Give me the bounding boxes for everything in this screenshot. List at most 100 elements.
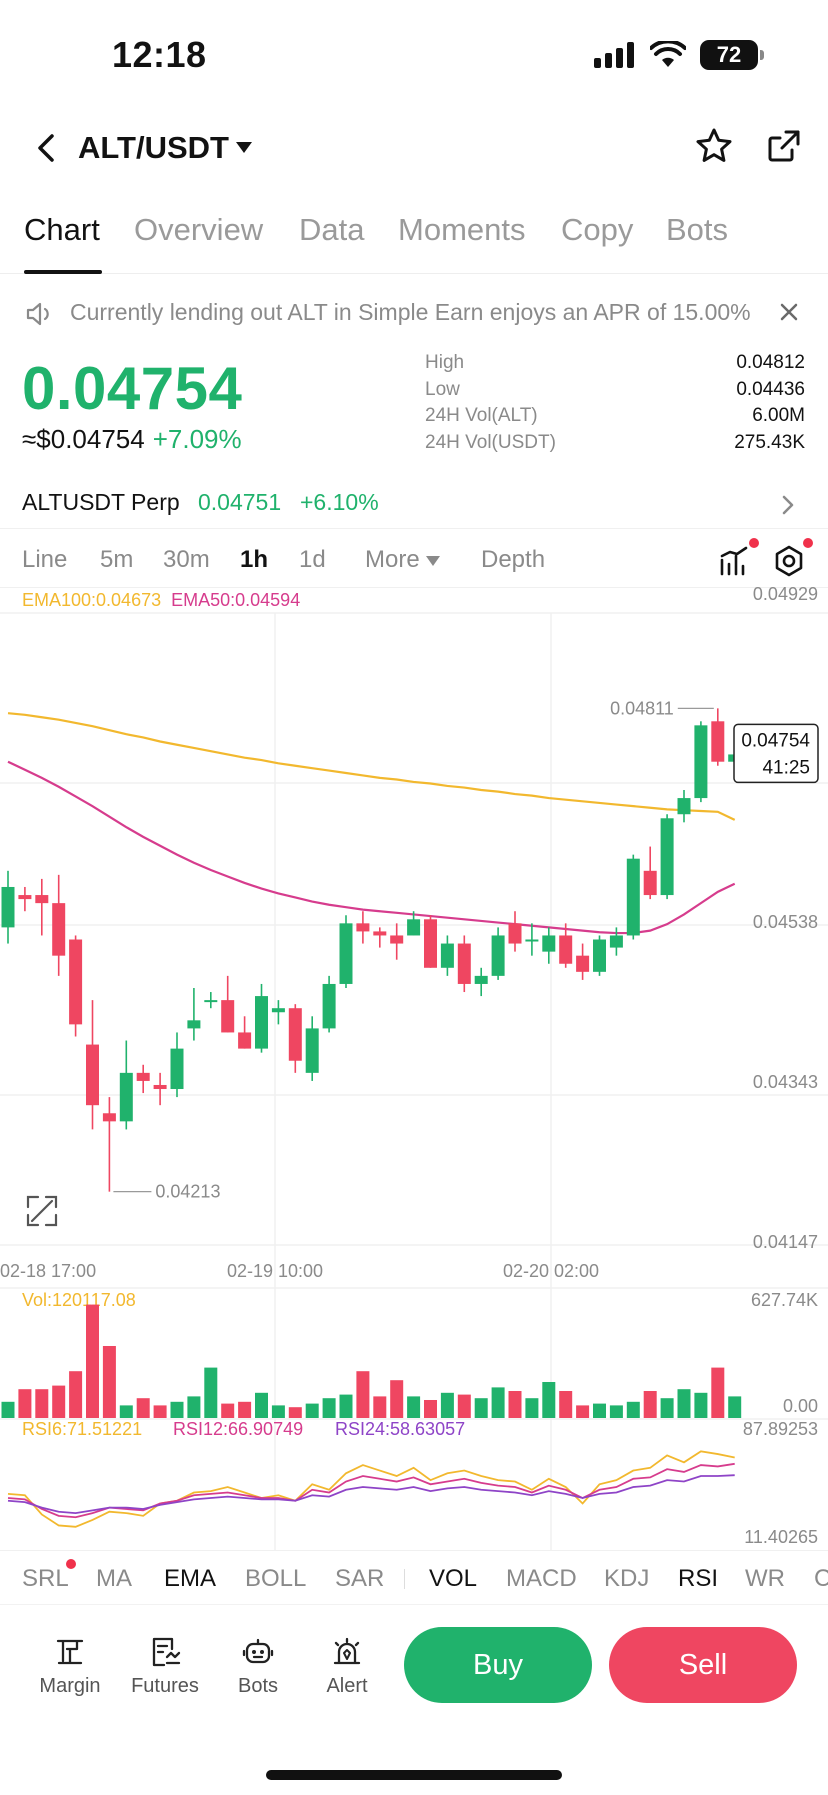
status-bar: 12:18 72	[0, 0, 828, 110]
share-icon[interactable]	[764, 126, 804, 166]
candle-body	[102, 1113, 116, 1122]
candle-body	[373, 931, 387, 936]
nav-futures[interactable]: Futures	[125, 1635, 205, 1698]
candlestick-chart[interactable]: 0.04929 0.04538 0.04343 0.04147 0.04811 0.042…	[0, 585, 828, 1550]
buy-button[interactable]: Buy	[404, 1627, 592, 1703]
candle-body	[711, 721, 725, 762]
caret-down-icon	[425, 555, 440, 566]
volume-bar	[288, 1407, 302, 1418]
tab-data[interactable]: Data	[299, 212, 365, 247]
indicator-sar[interactable]: SAR	[335, 1565, 385, 1592]
candle-body	[238, 1032, 252, 1049]
indicator-vol[interactable]: VOL	[429, 1565, 478, 1592]
candle-body	[474, 975, 488, 984]
candle-body	[407, 919, 421, 936]
stat-label: 24H Vol(ALT)	[425, 405, 538, 426]
drawing-tools-icon[interactable]	[718, 544, 752, 578]
indicator-bar: SRL MA EMA BOLL SAR VOL MACD KDJ RSI WR …	[0, 1550, 828, 1604]
interval-5m[interactable]: 5m	[100, 546, 134, 573]
interval-1h[interactable]: 1h	[240, 546, 269, 573]
pair-dropdown-icon[interactable]	[236, 142, 252, 153]
candle-body	[576, 955, 590, 972]
stat-label: High	[425, 352, 465, 373]
volume-bar	[35, 1389, 49, 1418]
notification-dot	[749, 538, 759, 548]
stat-label: Low	[425, 378, 460, 400]
pair-title[interactable]: ALT/USDT	[78, 130, 229, 165]
volume-bar	[52, 1385, 66, 1418]
rsi6-line	[7, 1450, 735, 1528]
candle-body	[694, 725, 708, 799]
volume-bar	[136, 1398, 150, 1418]
indicator-rsi[interactable]: RSI	[678, 1565, 719, 1592]
tab-overview[interactable]: Overview	[134, 212, 264, 247]
volume-bar	[508, 1390, 522, 1418]
ema50-line	[7, 760, 736, 935]
candle-body	[508, 923, 522, 944]
candle-body	[424, 919, 437, 968]
volume-bar	[440, 1392, 454, 1418]
rsi-min-label: 11.40265	[744, 1527, 818, 1547]
indicator-boll[interactable]: BOLL	[245, 1565, 307, 1592]
volume-bar	[390, 1380, 404, 1418]
ema100-line	[7, 712, 736, 821]
perp-change: +6.10%	[300, 489, 379, 515]
volume-bar	[255, 1392, 268, 1418]
nav-alert[interactable]: Alert	[307, 1635, 387, 1698]
notice-text: Currently lending out ALT in Simple Earn…	[70, 299, 751, 325]
bottom-action-bar: Margin Futures Bots Alert Buy Sell	[0, 1604, 828, 1724]
rsi-legend: RSI24:58.63057	[335, 1419, 465, 1439]
stat-row-high: High 0.04812	[425, 352, 805, 379]
indicator-wr[interactable]: WR	[745, 1565, 785, 1592]
earn-notice[interactable]: Currently lending out ALT in Simple Earn…	[0, 287, 828, 339]
tab-copy[interactable]: Copy	[561, 212, 634, 247]
y-axis-tick-label: 0.04147	[753, 1232, 818, 1252]
countdown-label: 41:25	[762, 757, 810, 778]
interval-1d[interactable]: 1d	[299, 546, 326, 573]
volume-bar	[339, 1394, 353, 1418]
tab-chart[interactable]: Chart	[24, 212, 100, 247]
volume-bar	[305, 1403, 319, 1418]
indicator-c[interactable]: C	[814, 1565, 828, 1592]
interval-more[interactable]: More	[365, 546, 440, 574]
interval-30m[interactable]: 30m	[163, 546, 210, 573]
notification-dot	[66, 1559, 76, 1569]
interval-line[interactable]: Line	[22, 546, 68, 573]
stat-value: 0.04436	[736, 378, 805, 400]
rsi12-line	[7, 1462, 735, 1519]
favorite-star-icon[interactable]	[694, 126, 734, 166]
volume-bar	[356, 1371, 370, 1418]
perp-link-row[interactable]: ALTUSDT Perp 0.04751 +6.10%	[0, 483, 828, 529]
main-tabs: Chart Overview Data Moments Copy Bots	[0, 208, 828, 274]
volume-bar	[18, 1389, 32, 1418]
notification-dot	[803, 538, 813, 548]
volume-bar	[694, 1392, 708, 1418]
indicator-ma[interactable]: MA	[96, 1565, 132, 1592]
current-price-label: 0.04754	[741, 730, 810, 751]
candle-body	[677, 798, 691, 815]
settings-icon[interactable]	[772, 544, 806, 578]
nav-bots[interactable]: Bots	[218, 1635, 298, 1698]
tab-moments[interactable]: Moments	[398, 212, 526, 247]
interval-depth[interactable]: Depth	[481, 546, 546, 573]
indicator-macd[interactable]: MACD	[506, 1565, 577, 1592]
fiat-price: ≈$0.04754 +7.09%	[22, 424, 242, 455]
close-icon[interactable]	[776, 299, 802, 325]
back-arrow-icon[interactable]	[28, 128, 68, 168]
volume-bar	[170, 1401, 184, 1418]
candle-body	[542, 935, 556, 952]
sell-button[interactable]: Sell	[609, 1627, 797, 1703]
perp-price: 0.04751	[198, 489, 282, 515]
candle-body	[457, 943, 471, 984]
candle-body	[255, 996, 268, 1049]
indicator-kdj[interactable]: KDJ	[604, 1565, 650, 1592]
candle-body	[609, 935, 623, 948]
indicator-srl[interactable]: SRL	[22, 1565, 69, 1592]
candle-body	[271, 1008, 285, 1013]
indicator-ema[interactable]: EMA	[164, 1565, 217, 1592]
interval-bar: Line 5m 30m 1h 1d More Depth	[0, 538, 828, 588]
tab-bots[interactable]: Bots	[666, 212, 729, 247]
margin-icon	[56, 1639, 84, 1665]
nav-margin[interactable]: Margin	[30, 1635, 110, 1698]
volume-bar	[187, 1396, 201, 1418]
